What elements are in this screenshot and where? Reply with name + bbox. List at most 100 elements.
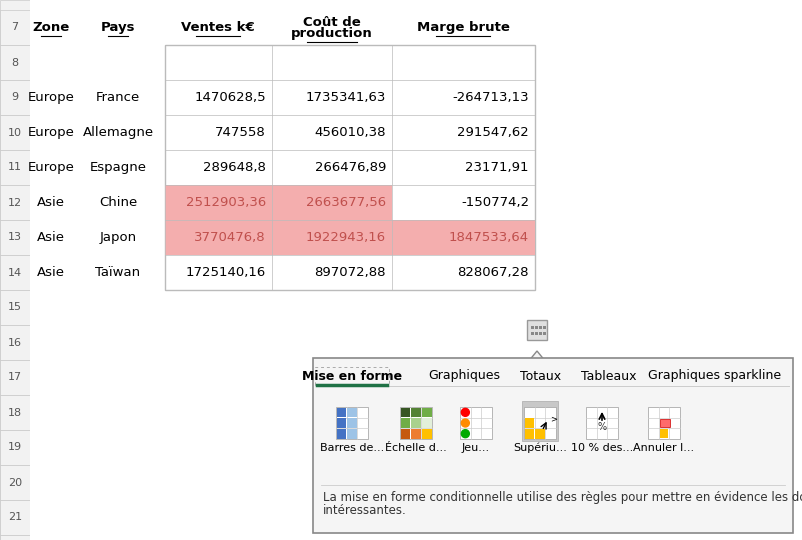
Bar xyxy=(411,418,421,428)
Bar xyxy=(0,290,30,325)
Text: Totaux: Totaux xyxy=(520,369,561,382)
Text: production: production xyxy=(291,27,373,40)
Bar xyxy=(315,367,389,385)
Text: Europe: Europe xyxy=(27,91,75,104)
Bar xyxy=(400,429,410,438)
Text: Taïwan: Taïwan xyxy=(95,266,140,279)
Bar xyxy=(535,326,538,329)
Text: Coût de: Coût de xyxy=(303,16,361,29)
Text: Annuler l...: Annuler l... xyxy=(634,443,695,453)
Text: 1735341,63: 1735341,63 xyxy=(306,91,386,104)
Bar xyxy=(400,407,432,439)
Bar xyxy=(586,407,618,439)
Text: Jeu...: Jeu... xyxy=(462,443,490,453)
Bar xyxy=(392,220,535,255)
Bar xyxy=(524,407,556,439)
Text: 7: 7 xyxy=(11,23,18,32)
Text: Asie: Asie xyxy=(37,231,65,244)
Bar xyxy=(165,45,535,290)
Text: La mise en forme conditionnelle utilise des règles pour mettre en évidence les d: La mise en forme conditionnelle utilise … xyxy=(323,490,802,503)
Text: 11: 11 xyxy=(8,163,22,172)
Bar xyxy=(531,326,534,329)
Bar xyxy=(411,408,421,417)
Bar xyxy=(460,407,492,439)
Bar xyxy=(411,429,421,438)
Text: 8: 8 xyxy=(11,57,18,68)
Text: 897072,88: 897072,88 xyxy=(314,266,386,279)
Text: 9: 9 xyxy=(11,92,18,103)
Text: Europe: Europe xyxy=(27,126,75,139)
Bar xyxy=(0,185,30,220)
Text: 1847533,64: 1847533,64 xyxy=(449,231,529,244)
Text: Asie: Asie xyxy=(37,266,65,279)
Text: 10 % des...: 10 % des... xyxy=(571,443,633,453)
Text: 289648,8: 289648,8 xyxy=(203,161,266,174)
Bar xyxy=(531,332,534,335)
Polygon shape xyxy=(660,419,670,427)
Bar xyxy=(0,500,30,535)
Polygon shape xyxy=(528,351,546,362)
Text: Zone: Zone xyxy=(32,21,70,34)
Text: 828067,28: 828067,28 xyxy=(457,266,529,279)
Bar xyxy=(0,535,30,540)
Text: 1725140,16: 1725140,16 xyxy=(186,266,266,279)
Bar xyxy=(535,332,538,335)
Bar xyxy=(527,320,547,340)
Text: Europe: Europe xyxy=(27,161,75,174)
Text: Supériu...: Supériu... xyxy=(513,443,567,453)
Text: 1922943,16: 1922943,16 xyxy=(306,231,386,244)
Bar xyxy=(347,418,357,428)
Text: -264713,13: -264713,13 xyxy=(452,91,529,104)
Bar xyxy=(543,332,546,335)
Bar xyxy=(165,185,272,220)
Text: Allemagne: Allemagne xyxy=(83,126,153,139)
Bar xyxy=(0,255,30,290)
Bar xyxy=(337,429,346,438)
Bar xyxy=(0,325,30,360)
Text: intéressantes.: intéressantes. xyxy=(323,504,407,517)
Text: 456010,38: 456010,38 xyxy=(314,126,386,139)
Text: Ventes k€: Ventes k€ xyxy=(181,21,255,34)
Bar xyxy=(0,0,30,540)
Text: Graphiques sparkline: Graphiques sparkline xyxy=(649,369,782,382)
Bar xyxy=(648,407,680,439)
Text: Chine: Chine xyxy=(99,196,137,209)
Circle shape xyxy=(461,430,469,437)
Text: Échelle d...: Échelle d... xyxy=(385,443,447,453)
Text: 3770476,8: 3770476,8 xyxy=(194,231,266,244)
Bar xyxy=(337,418,346,428)
Bar xyxy=(336,407,368,439)
Text: 266476,89: 266476,89 xyxy=(314,161,386,174)
Text: Pays: Pays xyxy=(101,21,136,34)
Bar xyxy=(313,358,793,533)
Bar xyxy=(165,220,272,255)
Bar xyxy=(0,150,30,185)
Bar xyxy=(0,220,30,255)
Circle shape xyxy=(461,419,469,427)
Text: Espagne: Espagne xyxy=(90,161,147,174)
Text: 21: 21 xyxy=(8,512,22,523)
Text: Tableaux: Tableaux xyxy=(581,369,637,382)
Text: 20: 20 xyxy=(8,477,22,488)
Text: 15: 15 xyxy=(8,302,22,313)
Text: 23171,91: 23171,91 xyxy=(465,161,529,174)
Text: 13: 13 xyxy=(8,233,22,242)
Bar xyxy=(543,326,546,329)
Text: 291547,62: 291547,62 xyxy=(457,126,529,139)
Bar xyxy=(0,465,30,500)
Text: Graphiques: Graphiques xyxy=(428,369,500,382)
Bar xyxy=(539,326,542,329)
Bar xyxy=(347,408,357,417)
Text: 747558: 747558 xyxy=(215,126,266,139)
Text: %: % xyxy=(597,422,606,432)
Bar xyxy=(0,360,30,395)
Text: 1470628,5: 1470628,5 xyxy=(194,91,266,104)
Bar xyxy=(0,80,30,115)
Text: France: France xyxy=(96,91,140,104)
Text: >: > xyxy=(550,414,557,423)
Bar xyxy=(337,408,346,417)
Text: 19: 19 xyxy=(8,442,22,453)
Text: 2512903,36: 2512903,36 xyxy=(186,196,266,209)
Text: 16: 16 xyxy=(8,338,22,348)
Bar xyxy=(272,220,392,255)
